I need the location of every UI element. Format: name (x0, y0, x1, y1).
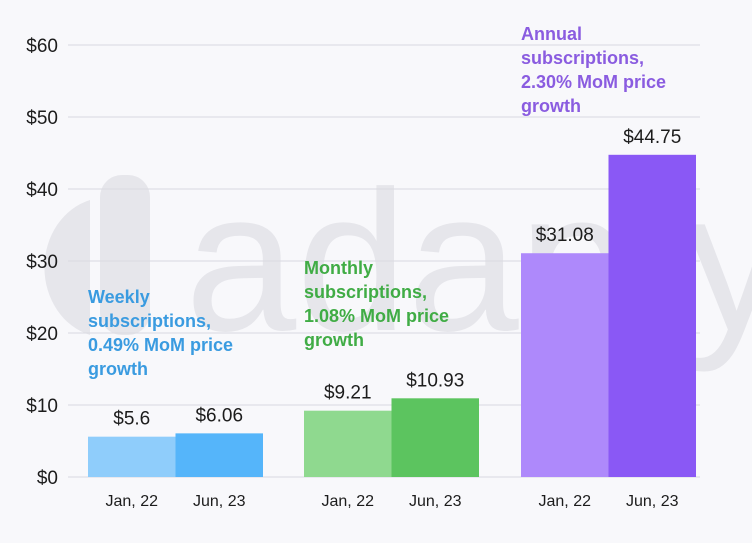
annotation-annual: Annual (521, 24, 582, 44)
y-tick-label: $0 (37, 468, 58, 489)
annotation-weekly: growth (88, 359, 148, 379)
y-tick-label: $20 (26, 324, 58, 345)
y-tick-label: $10 (26, 396, 58, 417)
annotation-annual: subscriptions, (521, 48, 644, 68)
value-label: $5.6 (113, 409, 150, 430)
value-label: $6.06 (195, 405, 243, 426)
bar-annual-1 (608, 154, 696, 478)
annotations: Weekly subscriptions, 0.49% MoM price growt… (88, 24, 666, 379)
value-labels: $5.6 $6.06 $9.21 $10.93 $31.08 $44.75 (113, 127, 681, 430)
value-label: $9.21 (324, 383, 372, 404)
y-axis: $0 $10 $20 $30 $40 $50 $60 (26, 36, 58, 489)
x-tick-label: Jun, 23 (626, 493, 679, 510)
value-label: $44.75 (623, 127, 681, 148)
annotation-weekly: Weekly (88, 287, 150, 307)
annotation-monthly: 1.08% MoM price (304, 306, 449, 326)
x-tick-label: Jan, 22 (322, 493, 375, 510)
annotation-weekly: 0.49% MoM price (88, 335, 233, 355)
bars (88, 154, 696, 478)
annotation-monthly: Monthly (304, 258, 373, 278)
annotation-annual: 2.30% MoM price (521, 72, 666, 92)
x-tick-label: Jun, 23 (193, 493, 246, 510)
y-tick-label: $60 (26, 36, 58, 57)
annotation-monthly: subscriptions, (304, 282, 427, 302)
bar-monthly-1 (391, 398, 479, 477)
annotation-monthly: growth (304, 330, 364, 350)
x-axis: Jan, 22 Jun, 23 Jan, 22 Jun, 23 Jan, 22 Jun, … (106, 493, 679, 510)
annotation-weekly: subscriptions, (88, 311, 211, 331)
bar-weekly-0 (88, 436, 176, 477)
bar-annual-0 (521, 253, 609, 477)
adapty-logo-bar (100, 175, 150, 335)
x-tick-label: Jan, 22 (539, 493, 592, 510)
value-label: $10.93 (406, 370, 464, 391)
bar-monthly-0 (304, 410, 392, 477)
x-tick-label: Jun, 23 (409, 493, 462, 510)
bar-weekly-1 (175, 433, 263, 477)
y-tick-label: $30 (26, 252, 58, 273)
adapty-logo-icon (44, 200, 90, 335)
x-tick-label: Jan, 22 (106, 493, 159, 510)
y-tick-label: $50 (26, 108, 58, 129)
value-label: $31.08 (536, 225, 594, 246)
annotation-annual: growth (521, 96, 581, 116)
y-tick-label: $40 (26, 180, 58, 201)
